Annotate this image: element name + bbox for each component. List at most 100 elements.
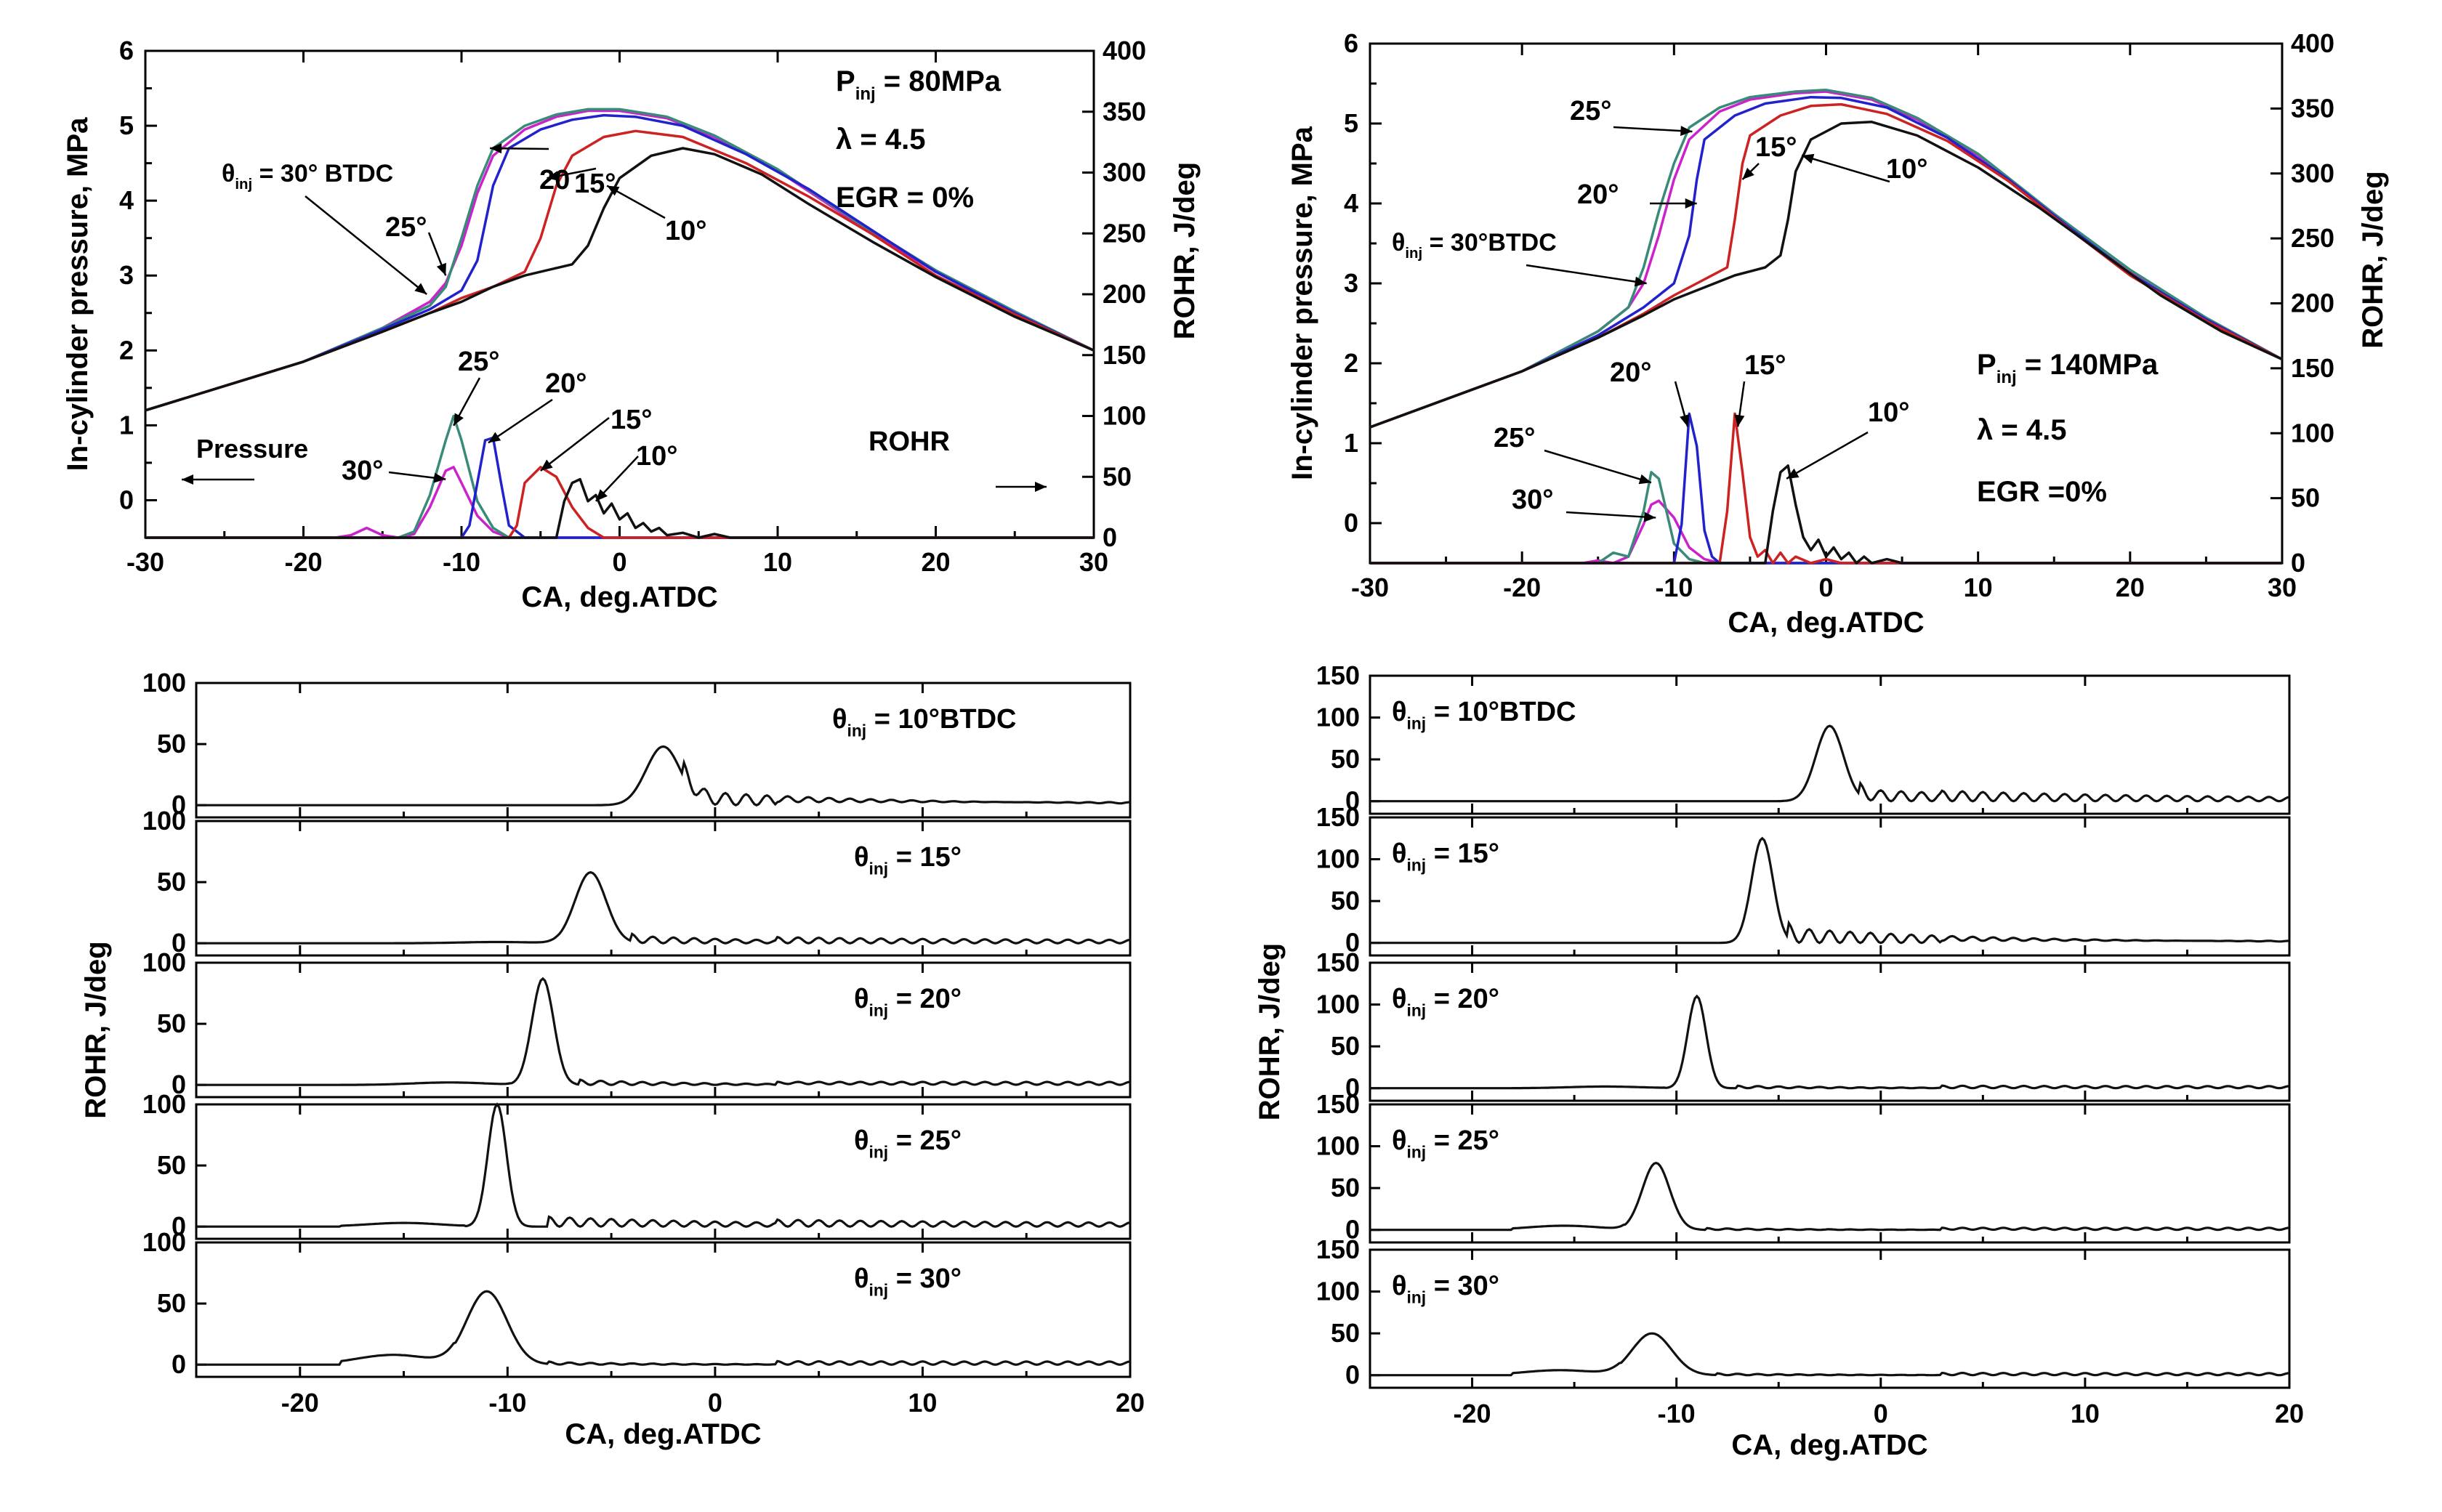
panel-theta-label: θinj = 10°BTDC [1392, 697, 1576, 732]
rohr-curve-25deg [145, 414, 1094, 539]
rohr-trace [1370, 994, 2290, 1090]
y-tick-label: 1 [119, 410, 134, 440]
x-axis-label: CA, deg.ATDC [1731, 1429, 1927, 1461]
rohr-trace [1370, 1332, 2290, 1377]
y-tick-label: 50 [157, 1150, 186, 1180]
theta-arrow [1526, 264, 1647, 285]
y-tick-label: 0 [1345, 1073, 1360, 1103]
y2-tick-label: 50 [2291, 483, 2320, 513]
rohr-trace [196, 1102, 1131, 1228]
p15-arrow-head [1742, 167, 1754, 179]
y2-tick-label: 300 [1103, 158, 1146, 187]
rohr-panel-5: 0 50 100 θinj = 30° [142, 1227, 1132, 1379]
y-tick-label: 150 [1316, 660, 1360, 690]
y-tick-label: 100 [142, 668, 186, 698]
y2-tick-label: 400 [2291, 28, 2334, 58]
x-axis-label: CA, deg.ATDC [565, 1418, 761, 1450]
y2-tick-label: 350 [1103, 97, 1146, 126]
p10-arrow-head [607, 185, 620, 196]
x-tick-label: 20 [2275, 1399, 2304, 1428]
y2-tick-label: 100 [2291, 418, 2334, 448]
pressure-label-20: 20° [1577, 179, 1619, 210]
x-tick-label: 10 [2071, 1399, 2100, 1428]
rohr-curve-30deg [1370, 499, 2282, 565]
rohr-label-20: 20° [545, 368, 587, 399]
left-pressure-rohr-chart: -30 -20 -10 0 10 20 30012345605010015020025030… [62, 36, 1201, 613]
panel-theta-label: θinj = 30° [1392, 1271, 1499, 1306]
p25-arrow-head [436, 262, 446, 276]
rohr-panel-2: 0 50 100 150 θinj = 15° [1316, 802, 2291, 958]
pressure-label-25: 25° [1570, 96, 1611, 126]
y-tick-label: 100 [1316, 703, 1360, 732]
x-tick-label: -30 [1351, 573, 1389, 602]
x-tick-label: 0 [708, 1388, 722, 1418]
y2-tick-label: 250 [1103, 218, 1146, 248]
r25-arrow [1544, 449, 1652, 484]
panel-theta-label: θinj = 25° [854, 1125, 962, 1161]
rohr-curve-20deg [1370, 412, 2282, 565]
panel-theta-label: θinj = 25° [1392, 1125, 1499, 1161]
y2-tick-label: 200 [2291, 288, 2334, 318]
y2-tick-label: 0 [2291, 548, 2305, 578]
x-axis-label: CA, deg.ATDC [521, 581, 717, 613]
pressure-label-25: 25° [385, 212, 427, 243]
y-tick-label: 50 [1331, 744, 1360, 774]
y-tick-label: 1 [1344, 428, 1358, 458]
x-tick-label: 10 [908, 1388, 937, 1418]
theta-inj-label: θinj = 30°BTDC [1392, 229, 1557, 262]
x-tick-label: -10 [1658, 1399, 1696, 1428]
x-tick-label: -20 [1454, 1399, 1491, 1428]
rohr-label-15: 15° [610, 405, 652, 435]
y-tick-label: 0 [1345, 786, 1360, 816]
y-tick-label: 3 [119, 260, 134, 290]
y-tick-label: 150 [1316, 1234, 1360, 1264]
y-tick-label: 0 [172, 1349, 186, 1379]
y-tick-label: 50 [1331, 1318, 1360, 1348]
pressure-label-15: 15° [1755, 132, 1797, 163]
p20-arrow-head [1685, 198, 1697, 209]
x-tick-label: -20 [1503, 573, 1541, 602]
rohr-trace [196, 745, 1131, 807]
pressure-series-label: Pressure [196, 434, 308, 464]
panel-theta-label: θinj = 20° [854, 984, 962, 1019]
r20-arrow-head [488, 432, 501, 443]
x-tick-label: 0 [1874, 1399, 1888, 1428]
rohr-label-30: 30° [1512, 485, 1553, 515]
panel-theta-label: θinj = 30° [854, 1264, 962, 1299]
r10-arrow [1786, 431, 1869, 480]
y-tick-label: 0 [1345, 1215, 1360, 1245]
rohr-panel-1: 0 50 100 150 θinj = 10°BTDC [1316, 660, 2291, 816]
y-tick-label: 4 [1344, 188, 1358, 218]
x-tick-label: -10 [1655, 573, 1693, 602]
y-tick-label: 100 [1316, 844, 1360, 874]
rohr-label-25: 25° [458, 347, 499, 377]
y-tick-label: 2 [1344, 348, 1358, 378]
y-tick-label: 100 [1316, 1277, 1360, 1306]
pressure-axis-arrow-head [182, 474, 193, 485]
y-tick-label: 0 [172, 1211, 186, 1241]
condition-egr: EGR = 0% [836, 182, 974, 214]
pressure-curve-10deg [145, 147, 1095, 412]
y-tick-label: 50 [1331, 1031, 1360, 1061]
rohr-panel-3: 0 50 100 150 θinj = 20° [1316, 947, 2291, 1103]
r20-arrow-head [1680, 414, 1690, 427]
y-tick-label: 0 [172, 928, 186, 958]
x-tick-label: 30 [2268, 573, 2297, 602]
y-tick-label: 100 [142, 1227, 186, 1257]
panel-frame [195, 682, 1132, 819]
y-axis-label: In-cylinder pressure, MPa [1286, 126, 1318, 480]
condition-lambda: λ = 4.5 [836, 124, 925, 155]
p10-arrow-head [1802, 153, 1815, 164]
r15-arrow [539, 417, 610, 472]
x-tick-label: 20 [921, 547, 950, 577]
x-axis-label: CA, deg.ATDC [1728, 607, 1924, 639]
rohr-trace [1370, 836, 2290, 945]
y-tick-label: 6 [1344, 28, 1358, 58]
y-tick-label: 0 [172, 1070, 186, 1099]
y2-tick-label: 150 [2291, 353, 2334, 383]
y-tick-label: 0 [1345, 928, 1360, 958]
pressure-label-15: 15° [574, 169, 616, 199]
rohr-label-20: 20° [1610, 357, 1651, 388]
